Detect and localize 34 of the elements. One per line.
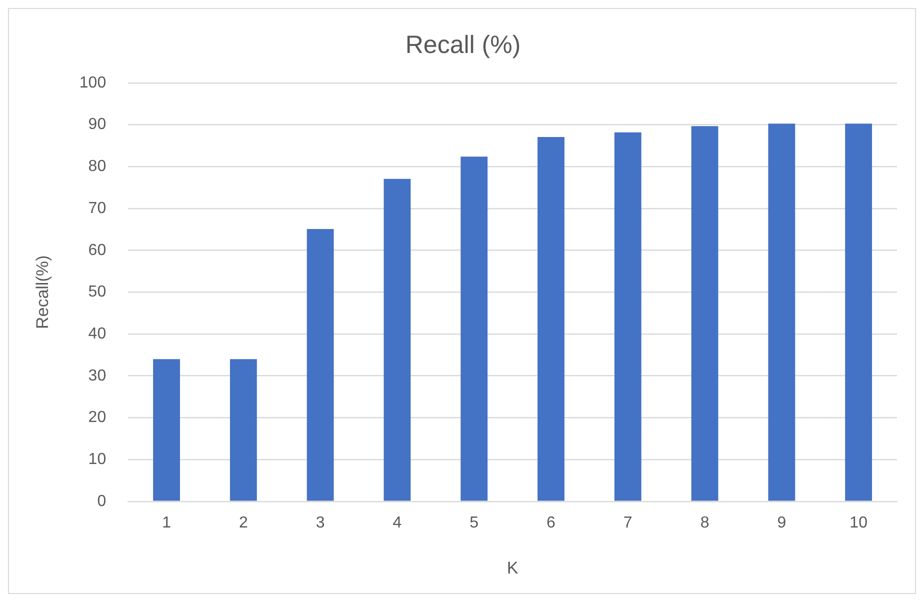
x-tick-label: 2 [238,514,248,532]
x-tick-label: 5 [470,514,479,532]
bar [306,229,334,501]
y-tick-label: 40 [88,325,106,342]
bar [614,132,642,501]
x-tick-label: 4 [392,514,402,532]
y-tick-label: 60 [88,242,106,259]
y-tick-label: 10 [88,450,106,468]
x-tick-label: 1 [162,514,172,532]
y-tick-label: 50 [88,284,106,301]
chart-title: Recall (%) [405,30,521,59]
y-axis-title: Recall(%) [32,255,52,330]
x-axis-title: K [506,558,519,578]
y-tick-label: 30 [88,367,106,384]
bar [845,124,872,501]
bar [768,124,796,501]
bar [460,156,488,501]
x-tick-label: 9 [777,514,786,532]
y-tick-label: 80 [88,158,106,176]
x-tick-label: 10 [850,514,868,532]
y-tick-label: 70 [88,200,106,217]
bar [538,136,564,501]
x-tick-label: 7 [623,514,632,532]
bar [384,178,411,501]
y-tick-label: 0 [97,492,106,510]
bar [230,359,257,501]
y-tick-label: 20 [88,409,106,426]
y-tick-label: 90 [88,116,106,134]
x-tick-label: 6 [546,514,556,532]
x-tick-label: 3 [316,514,325,532]
bar [691,126,718,501]
y-tick-label: 100 [79,74,106,92]
x-tick-label: 8 [700,514,710,532]
bar [153,359,180,501]
